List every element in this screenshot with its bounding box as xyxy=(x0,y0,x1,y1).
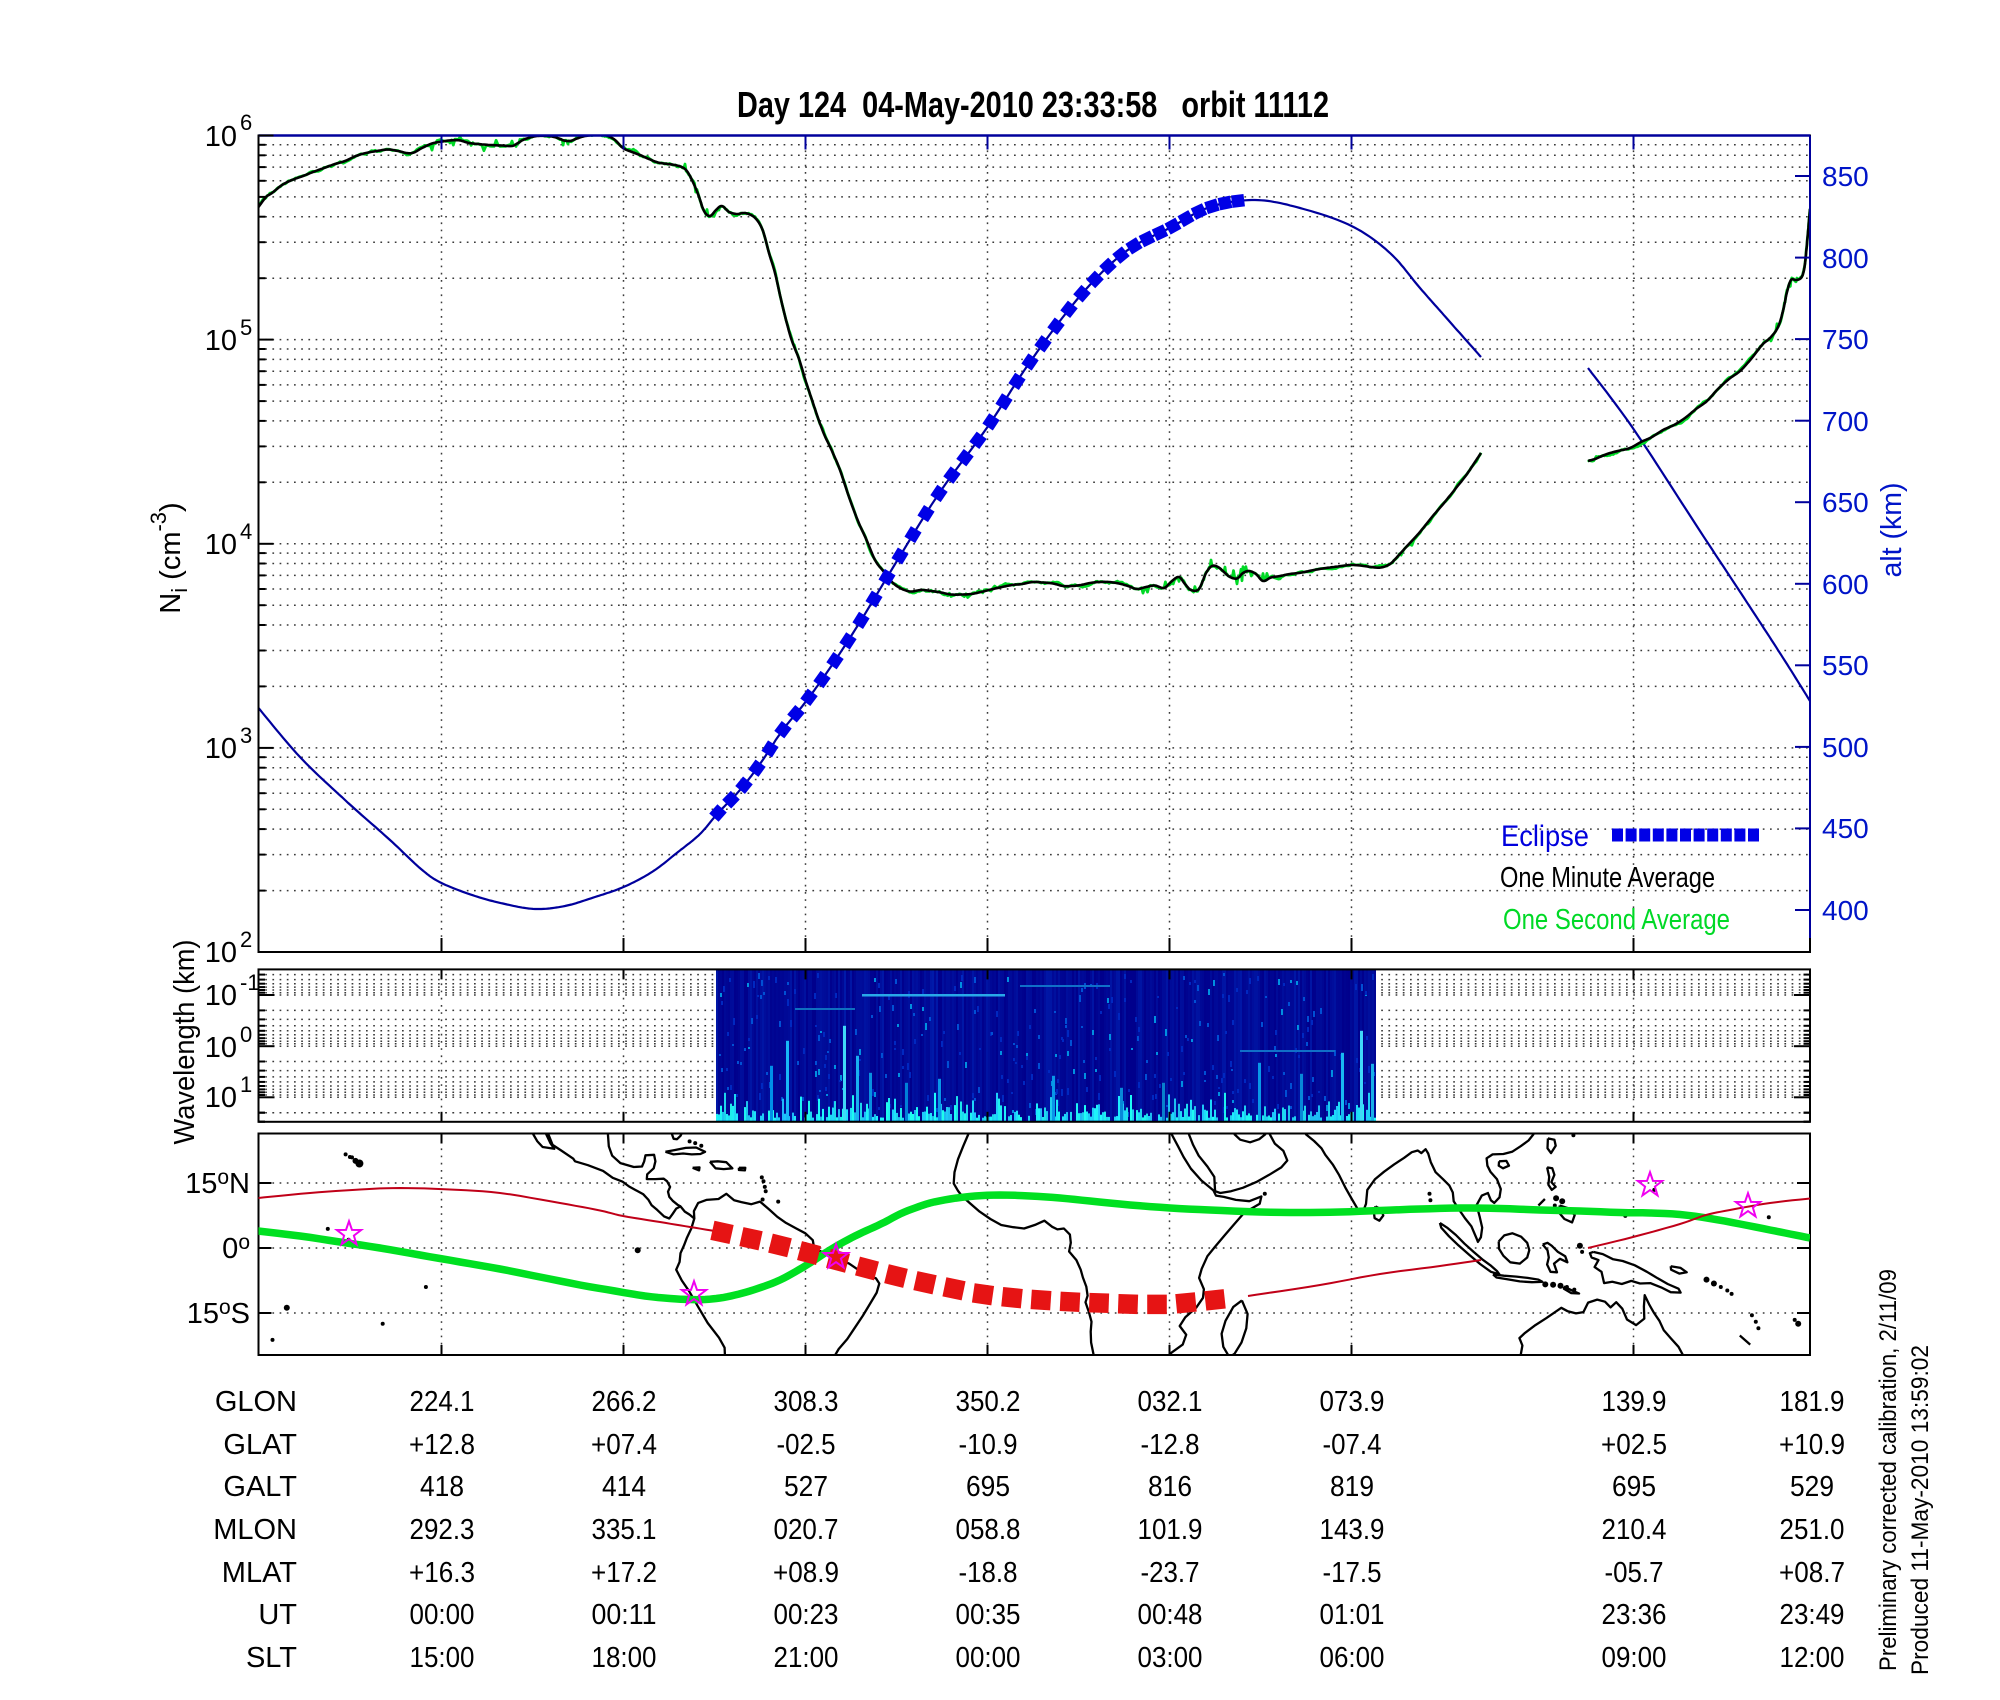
svg-text:266.2: 266.2 xyxy=(592,1386,657,1418)
svg-text:058.8: 058.8 xyxy=(956,1514,1021,1546)
svg-text:03:00: 03:00 xyxy=(1138,1642,1203,1674)
svg-text:5: 5 xyxy=(240,315,252,340)
svg-text:-07.4: -07.4 xyxy=(1323,1429,1382,1461)
svg-text:418: 418 xyxy=(420,1471,464,1503)
svg-text:UT: UT xyxy=(258,1599,297,1631)
svg-text:00:23: 00:23 xyxy=(774,1599,839,1631)
svg-text:-23.7: -23.7 xyxy=(1141,1557,1200,1589)
svg-text:00:35: 00:35 xyxy=(956,1599,1021,1631)
svg-text:-05.7: -05.7 xyxy=(1605,1557,1664,1589)
svg-text:-17.5: -17.5 xyxy=(1323,1557,1382,1589)
svg-text:+02.5: +02.5 xyxy=(1601,1429,1667,1461)
svg-text:335.1: 335.1 xyxy=(592,1514,657,1546)
svg-text:15oS: 15oS xyxy=(187,1296,250,1330)
svg-text:10: 10 xyxy=(205,121,237,153)
svg-text:06:00: 06:00 xyxy=(1320,1642,1385,1674)
svg-text:21:00: 21:00 xyxy=(774,1642,839,1674)
svg-text:-1: -1 xyxy=(240,970,260,995)
svg-text:+08.9: +08.9 xyxy=(773,1557,839,1589)
svg-text:2: 2 xyxy=(240,927,252,952)
svg-text:1: 1 xyxy=(240,1072,252,1097)
svg-text:529: 529 xyxy=(1790,1471,1834,1503)
svg-text:850: 850 xyxy=(1822,161,1869,192)
svg-text:09:00: 09:00 xyxy=(1602,1642,1667,1674)
svg-text:550: 550 xyxy=(1822,650,1869,681)
svg-text:10: 10 xyxy=(205,325,237,357)
svg-text:695: 695 xyxy=(1612,1471,1656,1503)
svg-text:MLAT: MLAT xyxy=(222,1557,297,1589)
svg-text:101.9: 101.9 xyxy=(1138,1514,1203,1546)
svg-text:+16.3: +16.3 xyxy=(409,1557,475,1589)
svg-text:+12.8: +12.8 xyxy=(409,1429,475,1461)
svg-text:143.9: 143.9 xyxy=(1320,1514,1385,1546)
svg-text:450: 450 xyxy=(1822,813,1869,844)
svg-text:600: 600 xyxy=(1822,569,1869,600)
svg-text:224.1: 224.1 xyxy=(410,1386,475,1418)
svg-text:400: 400 xyxy=(1822,895,1869,926)
svg-text:414: 414 xyxy=(602,1471,646,1503)
svg-text:+10.9: +10.9 xyxy=(1779,1429,1845,1461)
svg-text:3: 3 xyxy=(240,723,252,748)
svg-text:4: 4 xyxy=(240,519,252,544)
svg-text:210.4: 210.4 xyxy=(1602,1514,1667,1546)
svg-text:816: 816 xyxy=(1148,1471,1192,1503)
svg-text:18:00: 18:00 xyxy=(592,1642,657,1674)
svg-text:500: 500 xyxy=(1822,732,1869,763)
svg-text:00:00: 00:00 xyxy=(956,1642,1021,1674)
svg-text:+08.7: +08.7 xyxy=(1779,1557,1845,1589)
svg-text:GLAT: GLAT xyxy=(223,1429,297,1461)
svg-text:15:00: 15:00 xyxy=(410,1642,475,1674)
svg-text:527: 527 xyxy=(784,1471,828,1503)
svg-text:695: 695 xyxy=(966,1471,1010,1503)
svg-text:23:49: 23:49 xyxy=(1780,1599,1845,1631)
svg-text:10: 10 xyxy=(205,1082,237,1114)
svg-text:10: 10 xyxy=(205,1032,237,1064)
svg-text:-02.5: -02.5 xyxy=(777,1429,836,1461)
svg-text:-10.9: -10.9 xyxy=(959,1429,1018,1461)
svg-text:+07.4: +07.4 xyxy=(591,1429,657,1461)
svg-text:One Second Average: One Second Average xyxy=(1503,904,1730,936)
svg-text:00:48: 00:48 xyxy=(1138,1599,1203,1631)
svg-text:00:00: 00:00 xyxy=(410,1599,475,1631)
svg-text:SLT: SLT xyxy=(246,1642,297,1674)
svg-text:Wavelength (km): Wavelength (km) xyxy=(169,940,201,1145)
svg-text:Day 124 04-May-2010 23:33:58: Day 124 04-May-2010 23:33:58 orbit 11112 xyxy=(737,84,1329,125)
svg-text:139.9: 139.9 xyxy=(1602,1386,1667,1418)
svg-text:23:36: 23:36 xyxy=(1602,1599,1667,1631)
svg-text:10: 10 xyxy=(205,529,237,561)
svg-text:0o: 0o xyxy=(222,1231,250,1265)
svg-text:073.9: 073.9 xyxy=(1320,1386,1385,1418)
svg-text:One Minute Average: One Minute Average xyxy=(1500,862,1715,894)
svg-text:GLON: GLON xyxy=(215,1386,297,1418)
svg-text:700: 700 xyxy=(1822,406,1869,437)
svg-text:020.7: 020.7 xyxy=(774,1514,839,1546)
svg-text:Produced 11-May-2010 13:59:02: Produced 11-May-2010 13:59:02 xyxy=(1907,1345,1934,1675)
svg-text:-18.8: -18.8 xyxy=(959,1557,1018,1589)
svg-text:GALT: GALT xyxy=(223,1471,297,1503)
svg-text:10: 10 xyxy=(205,980,237,1012)
svg-text:800: 800 xyxy=(1822,243,1869,274)
svg-text:00:11: 00:11 xyxy=(592,1599,657,1631)
svg-text:01:01: 01:01 xyxy=(1320,1599,1385,1631)
svg-text:750: 750 xyxy=(1822,324,1869,355)
svg-text:-12.8: -12.8 xyxy=(1141,1429,1200,1461)
svg-text:10: 10 xyxy=(205,937,237,969)
svg-text:alt (km): alt (km) xyxy=(1876,483,1908,578)
svg-text:292.3: 292.3 xyxy=(410,1514,475,1546)
svg-text:10: 10 xyxy=(205,733,237,765)
svg-text:Eclipse: Eclipse xyxy=(1501,820,1589,853)
svg-text:Preliminary corrected calibrat: Preliminary corrected calibration, 2/11/… xyxy=(1875,1269,1902,1671)
svg-text:0: 0 xyxy=(240,1022,252,1047)
svg-text:032.1: 032.1 xyxy=(1138,1386,1203,1418)
svg-text:819: 819 xyxy=(1330,1471,1374,1503)
svg-text:12:00: 12:00 xyxy=(1780,1642,1845,1674)
svg-text:650: 650 xyxy=(1822,487,1869,518)
svg-text:MLON: MLON xyxy=(213,1514,297,1546)
svg-text:308.3: 308.3 xyxy=(774,1386,839,1418)
svg-text:181.9: 181.9 xyxy=(1780,1386,1845,1418)
svg-text:350.2: 350.2 xyxy=(956,1386,1021,1418)
svg-text:251.0: 251.0 xyxy=(1780,1514,1845,1546)
svg-text:+17.2: +17.2 xyxy=(591,1557,657,1589)
svg-text:6: 6 xyxy=(240,110,252,135)
